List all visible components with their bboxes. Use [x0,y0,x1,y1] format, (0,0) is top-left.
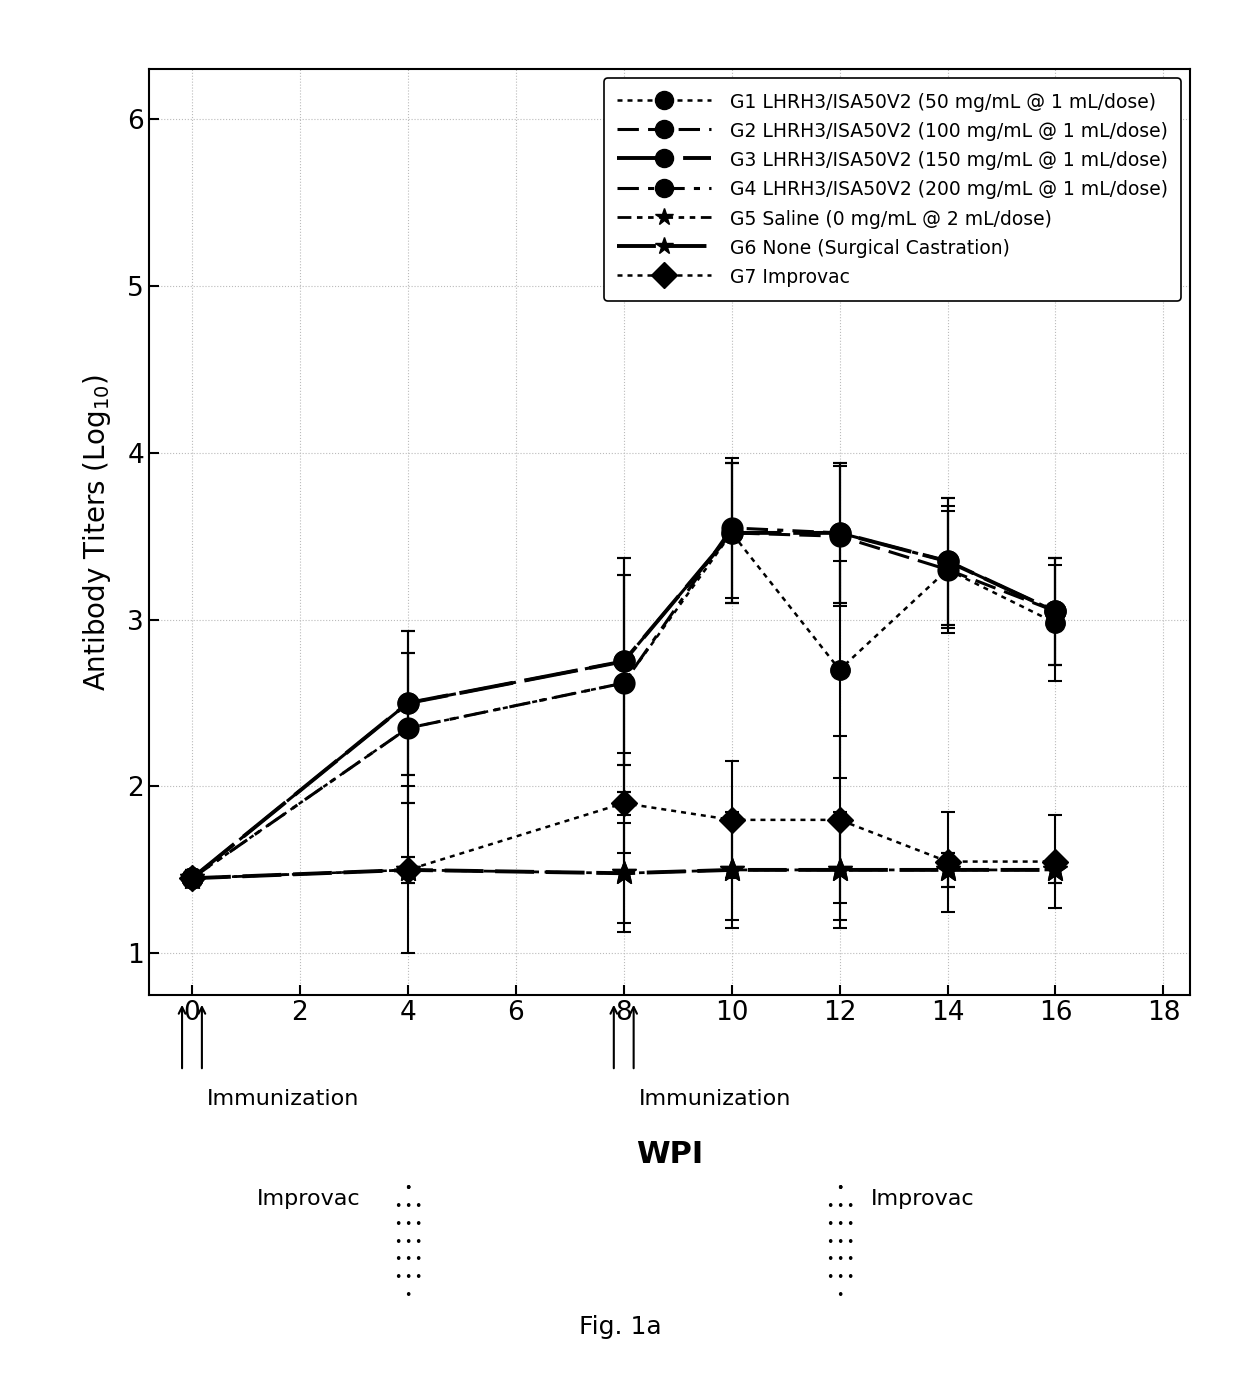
Legend: G1 LHRH3/ISA50V2 (50 mg/mL @ 1 mL/dose), G2 LHRH3/ISA50V2 (100 mg/mL @ 1 mL/dose: G1 LHRH3/ISA50V2 (50 mg/mL @ 1 mL/dose),… [604,79,1180,300]
Text: •: • [836,1236,843,1248]
Text: •: • [404,1236,412,1248]
Text: Improvac: Improvac [870,1189,975,1208]
Text: •: • [404,1182,412,1194]
Text: •: • [404,1182,412,1194]
Text: •: • [836,1271,843,1284]
Y-axis label: Antibody Titers (Log$_{10}$): Antibody Titers (Log$_{10}$) [82,373,113,691]
Text: •: • [846,1271,853,1284]
Text: •: • [414,1236,422,1248]
Text: •: • [836,1253,843,1266]
Text: •: • [394,1200,402,1212]
Text: •: • [404,1253,412,1266]
Text: •: • [836,1200,843,1212]
Text: Immunization: Immunization [639,1089,791,1108]
Text: •: • [414,1271,422,1284]
Text: •: • [826,1218,833,1230]
Text: •: • [394,1236,402,1248]
Text: •: • [394,1253,402,1266]
Text: •: • [836,1182,843,1194]
Text: Fig. 1a: Fig. 1a [579,1314,661,1339]
Text: •: • [846,1236,853,1248]
Text: •: • [836,1289,843,1302]
Text: •: • [404,1271,412,1284]
Text: •: • [826,1253,833,1266]
Text: •: • [394,1271,402,1284]
Text: •: • [836,1182,843,1194]
Text: •: • [394,1218,402,1230]
Text: •: • [414,1218,422,1230]
Text: •: • [414,1253,422,1266]
Text: •: • [404,1218,412,1230]
Text: •: • [846,1218,853,1230]
Text: •: • [846,1253,853,1266]
Text: WPI: WPI [636,1140,703,1169]
Text: •: • [404,1200,412,1212]
Text: •: • [846,1200,853,1212]
Text: •: • [826,1200,833,1212]
Text: •: • [826,1271,833,1284]
Text: Immunization: Immunization [207,1089,360,1108]
Text: •: • [404,1289,412,1302]
Text: •: • [836,1218,843,1230]
Text: •: • [826,1236,833,1248]
Text: •: • [414,1200,422,1212]
Text: Improvac: Improvac [257,1189,361,1208]
